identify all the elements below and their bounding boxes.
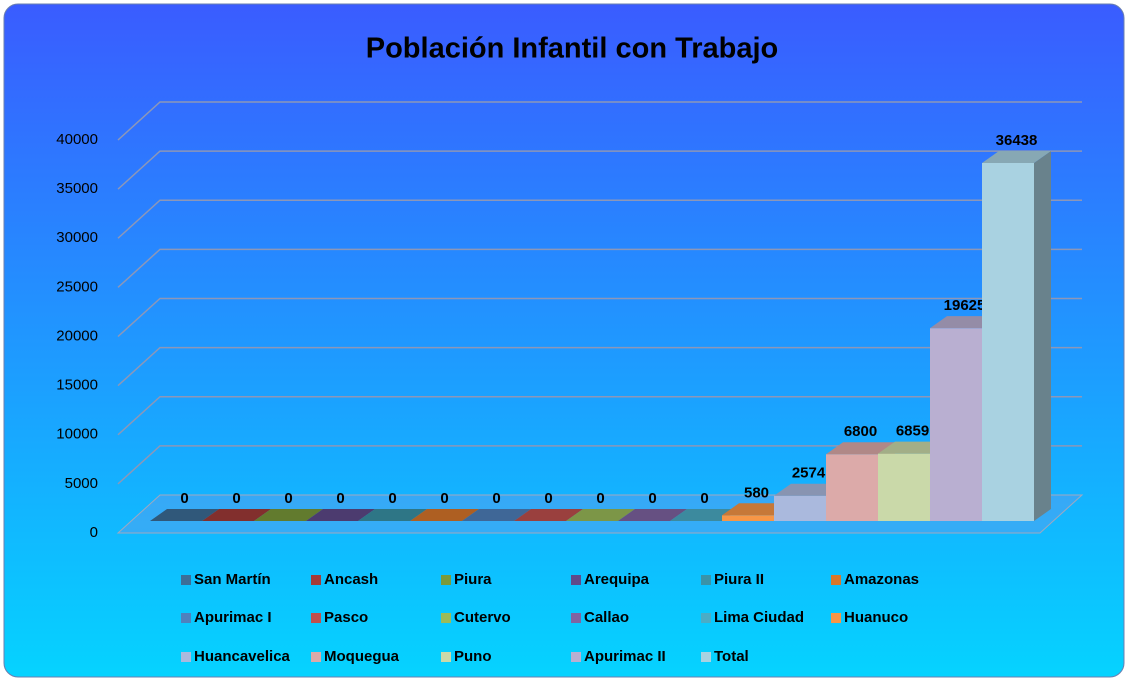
grid-line xyxy=(117,445,1082,485)
value-label: 0 xyxy=(284,490,292,507)
legend-label: Piura xyxy=(454,571,492,588)
value-label: 6800 xyxy=(844,423,877,440)
bar xyxy=(826,454,878,521)
legend-swatch xyxy=(701,613,711,623)
legend-swatch xyxy=(311,652,321,662)
legend-swatch xyxy=(441,575,451,585)
bar-top xyxy=(878,441,947,454)
y-tick-label: 20000 xyxy=(56,327,98,344)
legend-label: Arequipa xyxy=(584,571,650,588)
value-label: 0 xyxy=(596,490,604,507)
legend-label: Puno xyxy=(454,648,492,665)
bar-side xyxy=(1034,150,1051,521)
bar-top xyxy=(254,509,323,521)
bar xyxy=(878,453,930,521)
legend-label: Amazonas xyxy=(844,571,919,588)
grid-line xyxy=(117,396,1082,436)
y-tick-label: 5000 xyxy=(65,475,98,492)
grid-line xyxy=(117,248,1082,288)
bar xyxy=(774,495,826,521)
legend-label: Piura II xyxy=(714,571,764,588)
legend-swatch xyxy=(701,652,711,662)
bar-top xyxy=(566,509,635,521)
legend-label: San Martín xyxy=(194,571,271,588)
legend-swatch xyxy=(181,613,191,623)
legend-label: Apurimac II xyxy=(584,648,666,665)
value-label: 0 xyxy=(648,490,656,507)
bar xyxy=(930,328,982,521)
bar-top xyxy=(514,509,583,521)
value-label: 2574 xyxy=(792,465,826,482)
bar-top xyxy=(358,509,427,521)
legend-swatch xyxy=(311,613,321,623)
grid-line xyxy=(117,346,1082,387)
legend-swatch xyxy=(311,575,321,585)
value-label: 0 xyxy=(336,490,344,507)
legend-swatch xyxy=(831,575,841,585)
legend-swatch xyxy=(701,575,711,585)
value-label: 0 xyxy=(232,490,240,507)
y-tick-label: 0 xyxy=(90,524,98,541)
legend-swatch xyxy=(441,613,451,623)
legend-swatch xyxy=(181,575,191,585)
bar-top xyxy=(722,503,791,516)
legend-label: Huancavelica xyxy=(194,648,291,665)
bar-top xyxy=(930,316,999,329)
grid-line xyxy=(117,199,1082,239)
value-label: 36438 xyxy=(996,132,1038,149)
bar-top xyxy=(306,509,375,521)
bar-top xyxy=(826,442,895,455)
value-label: 0 xyxy=(492,490,500,507)
value-label: 0 xyxy=(440,490,448,507)
legend-swatch xyxy=(441,652,451,662)
value-label: 580 xyxy=(744,484,769,501)
bar-top xyxy=(462,509,531,521)
legend-swatch xyxy=(571,575,581,585)
bar xyxy=(722,515,774,521)
bar-top xyxy=(410,509,479,521)
value-label: 6859 xyxy=(896,423,929,440)
y-tick-label: 35000 xyxy=(56,180,98,197)
legend-label: Pasco xyxy=(324,609,368,626)
y-tick-label: 30000 xyxy=(56,229,98,246)
value-label: 0 xyxy=(700,490,708,507)
legend-label: Callao xyxy=(584,609,629,626)
value-label: 19625 xyxy=(944,297,986,314)
y-tick-label: 40000 xyxy=(56,131,98,148)
grid-line xyxy=(117,101,1082,141)
bar-top xyxy=(150,509,219,521)
chart-title: Población Infantil con Trabajo xyxy=(366,33,779,65)
y-tick-label: 25000 xyxy=(56,278,98,295)
legend-swatch xyxy=(571,613,581,623)
legend-label: Moquegua xyxy=(324,648,400,665)
bar-top xyxy=(982,150,1051,163)
legend-label: Huanuco xyxy=(844,609,908,626)
y-tick-label: 10000 xyxy=(56,426,98,443)
bar-top xyxy=(618,509,687,521)
grid-line xyxy=(117,150,1082,190)
y-tick-label: 15000 xyxy=(56,377,98,394)
legend-label: Cutervo xyxy=(454,609,511,626)
bar xyxy=(982,162,1034,521)
value-label: 0 xyxy=(544,490,552,507)
legend-swatch xyxy=(181,652,191,662)
legend-swatch xyxy=(571,652,581,662)
legend-label: Lima Ciudad xyxy=(714,609,804,626)
legend-label: Apurimac I xyxy=(194,609,272,626)
bar-top xyxy=(774,483,843,496)
bar-top xyxy=(202,509,271,521)
legend-swatch xyxy=(831,613,841,623)
value-label: 0 xyxy=(180,490,188,507)
bar-top xyxy=(670,509,739,521)
legend-label: Total xyxy=(714,648,749,665)
value-label: 0 xyxy=(388,490,396,507)
legend-label: Ancash xyxy=(324,571,378,588)
grid-line xyxy=(117,297,1082,338)
